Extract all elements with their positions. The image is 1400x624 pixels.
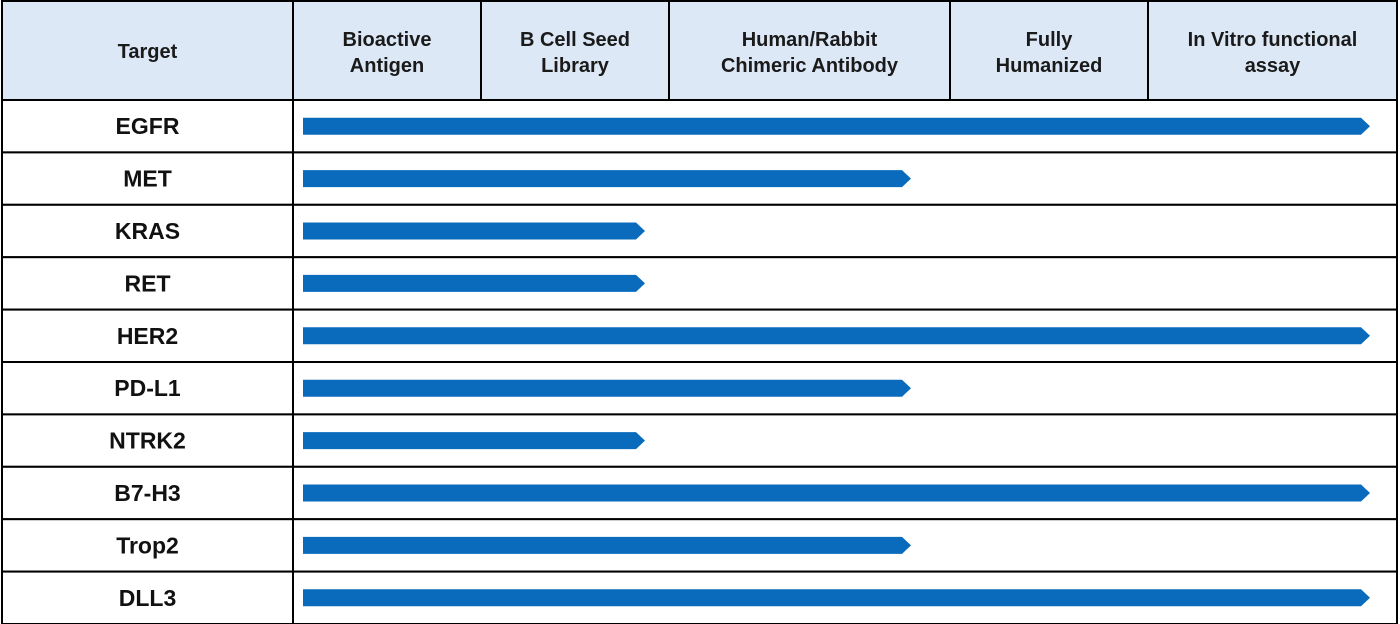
row-target-label: NTRK2 — [109, 428, 186, 454]
header-cell-stage-4 — [949, 0, 1149, 101]
progress-arrow-trop2 — [303, 536, 911, 554]
row-target-label: B7-H3 — [114, 480, 180, 506]
row-target-cell — [1, 151, 294, 206]
row-target-label: KRAS — [115, 218, 180, 244]
progress-arrow-met — [303, 170, 911, 188]
progress-arrow-ret — [303, 274, 645, 292]
row-target-label: DLL3 — [119, 585, 177, 611]
row-target-cell — [1, 308, 294, 364]
header-stage-label-2: B Cell Seed Library — [520, 29, 630, 77]
row-target-cell — [1, 256, 294, 311]
row-target-cell — [1, 465, 294, 521]
header-cell-target — [1, 0, 294, 101]
header-stage-label-4: Fully Humanized — [996, 29, 1103, 77]
row-target-label: Trop2 — [116, 532, 179, 558]
row-target-label: MET — [123, 166, 172, 192]
header-cell-stage-5 — [1147, 0, 1398, 101]
progress-arrow-pd-l1 — [303, 379, 911, 397]
header-stage-label-5: In Vitro functional assay — [1188, 29, 1358, 77]
progress-arrow-kras — [303, 222, 645, 240]
row-target-label: RET — [125, 270, 171, 296]
progress-arrow-egfr — [303, 117, 1370, 135]
progress-arrow-her2 — [303, 327, 1370, 345]
row-target-label: PD-L1 — [114, 375, 181, 401]
row-target-label: HER2 — [117, 323, 178, 349]
progress-arrow-ntrk2 — [303, 432, 645, 450]
row-target-cell — [1, 361, 294, 416]
header-target-label: Target — [118, 41, 178, 63]
header-stage-label-3: Human/Rabbit Chimeric Antibody — [721, 29, 899, 77]
progress-arrow-b7-h3 — [303, 484, 1370, 502]
row-target-cell — [1, 570, 294, 624]
header-cell-stage-3 — [668, 0, 951, 101]
row-target-cell — [1, 518, 294, 573]
progress-arrow-dll3 — [303, 589, 1370, 607]
header-stage-label-1: Bioactive Antigen — [343, 29, 432, 77]
header-cell-stage-1 — [292, 0, 482, 101]
header-cell-stage-2 — [480, 0, 670, 101]
row-target-label: EGFR — [116, 113, 180, 139]
